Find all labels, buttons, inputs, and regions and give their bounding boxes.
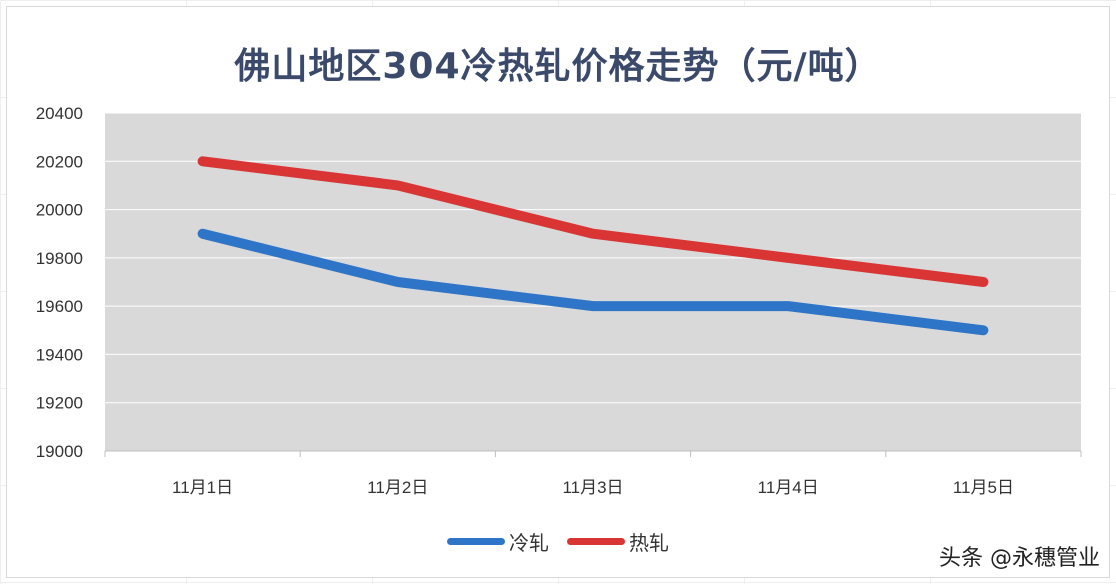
y-tick-label: 20000 <box>36 201 83 220</box>
x-tick-label: 11月2日 <box>367 478 428 497</box>
series-line-1 <box>197 156 989 287</box>
y-tick-label: 20200 <box>36 152 83 171</box>
chart-container[interactable]: 佛山地区304冷热轧价格走势（元/吨） 19000 19200 19400 19600… <box>6 6 1110 578</box>
x-tick-label: 11月5日 <box>953 478 1014 497</box>
legend-swatch-hot-rolled <box>567 538 625 545</box>
y-tick-label: 19800 <box>36 249 83 268</box>
y-tick-label: 20400 <box>36 104 83 123</box>
legend-item-cold-rolled: 冷轧 <box>447 527 549 556</box>
chart-legend: 冷轧 热轧 <box>447 527 669 556</box>
legend-swatch-cold-rolled <box>447 538 505 545</box>
series-line-0 <box>197 228 989 336</box>
plot-area: 19000 19200 19400 19600 19800 20000 20200 20400… <box>36 104 1082 497</box>
y-tick-label: 19000 <box>36 442 83 461</box>
watermark-text: 头条 @永穗管业 <box>939 546 1100 571</box>
x-tick-label: 11月3日 <box>562 478 623 497</box>
chart-title: 佛山地区304冷热轧价格走势（元/吨） <box>234 46 882 87</box>
y-tick-label: 19600 <box>36 297 83 316</box>
y-tick-label: 19400 <box>36 345 83 364</box>
legend-label-hot-rolled: 热轧 <box>629 531 669 555</box>
x-tick-label: 11月1日 <box>172 478 233 497</box>
x-tick-label: 11月4日 <box>758 478 819 497</box>
legend-label-cold-rolled: 冷轧 <box>509 531 549 555</box>
y-tick-label: 19200 <box>36 394 83 413</box>
legend-item-hot-rolled: 热轧 <box>567 527 669 556</box>
